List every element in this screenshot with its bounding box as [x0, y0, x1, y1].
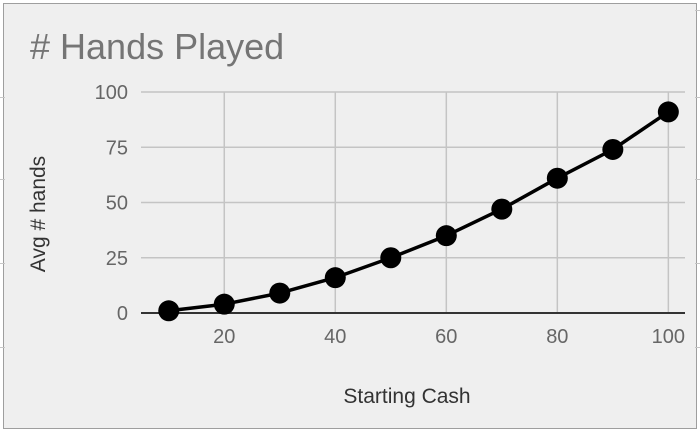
- x-tick-label: 80: [546, 326, 568, 348]
- data-point: [269, 282, 291, 304]
- data-point: [546, 167, 568, 189]
- frame-tick-mark: [0, 97, 5, 98]
- y-axis-title: Avg # hands: [27, 156, 50, 272]
- frame-tick-mark: [0, 347, 5, 348]
- x-tick-label: 100: [652, 326, 685, 348]
- x-axis-title: Starting Cash: [343, 385, 470, 408]
- y-tick-label: 100: [95, 82, 128, 104]
- data-point: [435, 225, 457, 247]
- frame-tick-mark: [0, 179, 5, 180]
- frame-tick-mark: [695, 347, 700, 348]
- y-tick-label: 50: [106, 193, 128, 215]
- chart-title: # Hands Played: [30, 26, 285, 67]
- data-point: [213, 293, 235, 315]
- data-point: [657, 101, 679, 123]
- frame-tick-mark: [695, 97, 700, 98]
- series-line: [168, 110, 670, 313]
- x-tick-label: 40: [324, 326, 346, 348]
- y-tick-label: 0: [117, 303, 128, 325]
- tick-labels: 0 25 50 75 100 20 40 60 80 100: [95, 82, 685, 348]
- data-point: [380, 247, 402, 269]
- data-point: [324, 267, 346, 289]
- data-point: [491, 198, 513, 220]
- frame-tick-mark: [695, 179, 700, 180]
- x-tick-label: 60: [435, 326, 457, 348]
- frame-tick-mark: [695, 263, 700, 264]
- grid-lines: [141, 91, 685, 313]
- y-tick-label: 25: [106, 248, 128, 270]
- y-tick-label: 75: [106, 137, 128, 159]
- data-points: [158, 101, 679, 322]
- frame-tick-mark: [695, 10, 700, 11]
- frame-tick-mark: [0, 263, 5, 264]
- chart-card: # Hands Played: [3, 3, 697, 429]
- data-point: [158, 300, 180, 322]
- x-tick-label: 20: [213, 326, 235, 348]
- data-point: [602, 138, 624, 160]
